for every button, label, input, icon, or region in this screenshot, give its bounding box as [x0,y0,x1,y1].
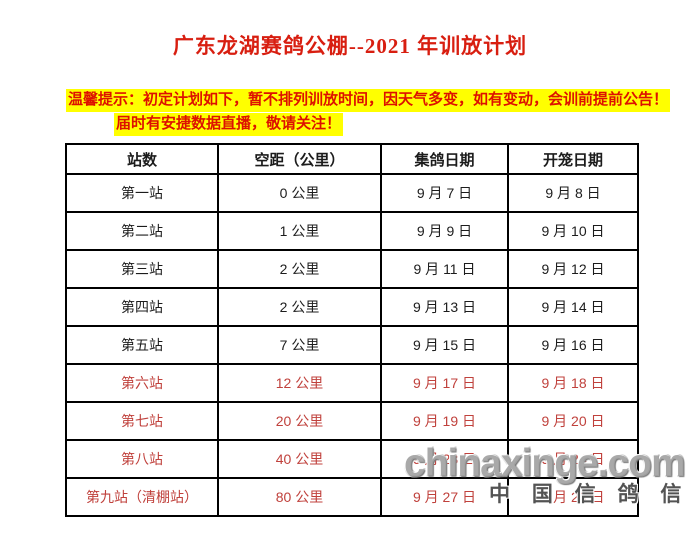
cell-distance: 1 公里 [217,211,382,251]
cell-release: 9 月 24 日 [507,439,639,479]
cell-collect: 9 月 9 日 [380,211,509,251]
cell-collect: 9 月 15 日 [380,325,509,365]
cell-collect: 9 月 13 日 [380,287,509,327]
cell-collect: 9 月 7 日 [380,173,509,213]
page-title: 广东龙湖赛鸽公棚--2021 年训放计划 [172,34,528,58]
column-header-4: 开笼日期 [507,143,639,175]
notice-line-2-wrap: 届时有安捷数据直播，敬请关注！ [114,113,700,136]
cell-release: 9 月 14 日 [507,287,639,327]
cell-collect: 9 月 27 日 [380,477,509,517]
column-header-3: 集鸽日期 [380,143,509,175]
cell-release: 9 月 12 日 [507,249,639,289]
cell-distance: 2 公里 [217,249,382,289]
cell-release: 9 月 18 日 [507,363,639,403]
notice-line-1-wrap: 温馨提示：初定计划如下，暂不排列训放时间，因天气多变，如有变动，会训前提前公告！ [66,89,700,112]
table-header-row: 站数 空距（公里） 集鸽日期 开笼日期 [65,143,639,175]
cell-release: 9 月 28 日 [507,477,639,517]
cell-collect: 9 月 11 日 [380,249,509,289]
cell-station: 第六站 [65,363,219,403]
cell-collect: 9 月 23 日 [380,439,509,479]
cell-station: 第九站（清棚站） [65,477,219,517]
cell-collect: 9 月 19 日 [380,401,509,441]
cell-release: 9 月 20 日 [507,401,639,441]
cell-station: 第八站 [65,439,219,479]
cell-station: 第二站 [65,211,219,251]
cell-distance: 20 公里 [217,401,382,441]
column-header-2: 空距（公里） [217,143,382,175]
cell-distance: 0 公里 [217,173,382,213]
notice-line-1: 温馨提示：初定计划如下，暂不排列训放时间，因天气多变，如有变动，会训前提前公告！ [66,89,671,112]
cell-station: 第五站 [65,325,219,365]
cell-distance: 7 公里 [217,325,382,365]
cell-distance: 80 公里 [217,477,382,517]
cell-collect: 9 月 17 日 [380,363,509,403]
cell-station: 第三站 [65,249,219,289]
cell-station: 第四站 [65,287,219,327]
cell-release: 9 月 8 日 [507,173,639,213]
cell-station: 第一站 [65,173,219,213]
cell-station: 第七站 [65,401,219,441]
cell-release: 9 月 16 日 [507,325,639,365]
notice-block: 温馨提示：初定计划如下，暂不排列训放时间，因天气多变，如有变动，会训前提前公告！… [66,89,700,136]
cell-distance: 40 公里 [217,439,382,479]
column-header-1: 站数 [65,143,219,175]
cell-distance: 2 公里 [217,287,382,327]
notice-line-2: 届时有安捷数据直播，敬请关注！ [114,113,344,136]
cell-release: 9 月 10 日 [507,211,639,251]
cell-distance: 12 公里 [217,363,382,403]
